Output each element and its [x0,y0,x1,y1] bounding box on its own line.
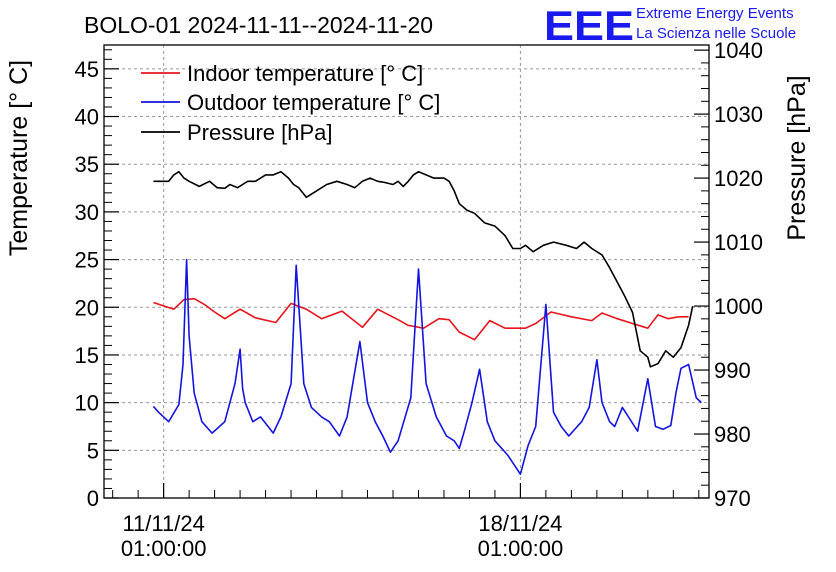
plot-series [152,170,702,476]
y-right-tick-label: 1030 [714,102,763,127]
y-left-tick-label: 30 [75,200,99,225]
y-left-tick-label: 20 [75,295,99,320]
y-axis-left-label: Temperature [° C] [5,60,33,256]
x-tick-label-time: 01:00:00 [121,536,207,561]
legend-label: Indoor temperature [° C] [187,61,423,86]
legend-label: Outdoor temperature [° C] [187,90,440,115]
y-right-tick-label: 1010 [714,230,763,255]
y-right-tick-label: 1000 [714,294,763,319]
axes: 0 5 10 15 20 25 30 35 40 45 970 980 990 1000 1010 1020 1… [75,38,763,561]
eee-logo-line1: Extreme Energy Events [636,5,794,22]
y-left-tick-label: 40 [75,105,99,130]
chart-title: BOLO-01 2024-11-11--2024-11-20 [84,12,433,38]
y-left-tick-label: 45 [75,57,99,82]
y-left-tick-label: 15 [75,343,99,368]
x-tick-label-date: 11/11/24 [122,511,204,536]
x-tick-label-time: 01:00:00 [478,536,564,561]
x-tick-label-date: 18/11/24 [478,511,562,536]
y-left-tick-label: 35 [75,152,99,177]
legend: Indoor temperature [° C] Outdoor temperat… [141,61,440,145]
y-left-tick-label: 25 [75,248,99,273]
eee-logo: EEE [544,2,634,49]
y-right-tick-label: 990 [714,358,751,383]
outdoor-temperature-line [152,258,702,476]
plot-frame [103,44,710,499]
y-left-tick-label: 0 [87,486,99,511]
eee-logo-line2: La Scienza nelle Scuole [636,25,796,42]
y-right-tick-label: 980 [714,422,751,447]
grid-lines [104,45,709,498]
y-left-tick-label: 5 [87,438,99,463]
y-left-tick-label: 10 [75,391,99,416]
y-right-tick-label: 970 [714,486,751,511]
y-right-tick-label: 1020 [714,166,763,191]
indoor-temperature-line [153,297,689,341]
y-axis-right-label: Pressure [hPa] [783,75,811,240]
y-right-tick-label: 1040 [714,38,763,63]
pressure-line [153,170,694,368]
legend-label: Pressure [hPa] [187,120,333,145]
